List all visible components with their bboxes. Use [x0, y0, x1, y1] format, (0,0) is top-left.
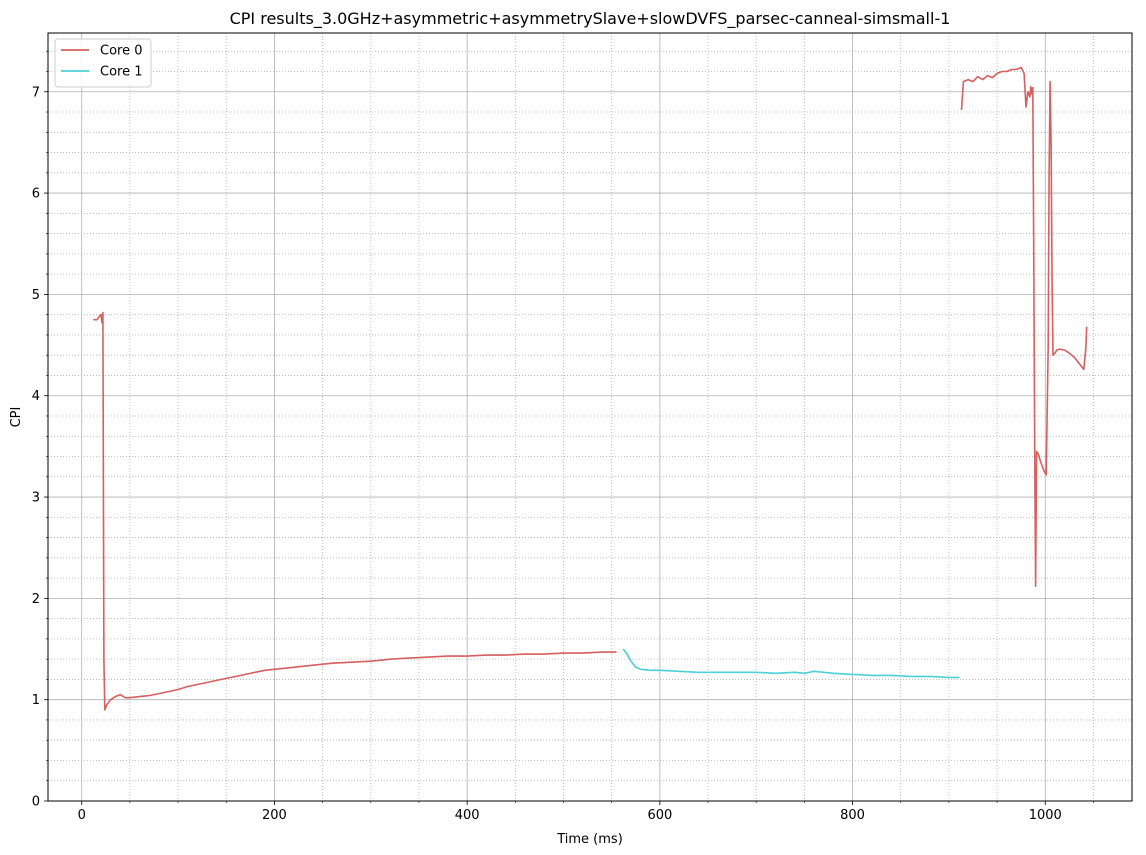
y-tick-label: 3 — [32, 491, 40, 506]
y-tick-label: 6 — [32, 187, 40, 202]
y-ticks: 0 1 2 3 4 5 6 7 — [32, 50, 48, 810]
x-tick-label: 1000 — [1029, 808, 1062, 823]
legend: Core 0 Core 1 — [54, 38, 152, 88]
legend-label: Core 0 — [100, 44, 143, 59]
y-axis-label: CPI — [9, 407, 24, 428]
chart-title: CPI results_3.0GHz+asymmetric+asymmetryS… — [230, 9, 951, 29]
y-tick-label: 5 — [32, 288, 40, 303]
x-tick-label: 200 — [262, 808, 287, 823]
minor-grid — [48, 33, 1132, 801]
major-grid — [48, 33, 1132, 802]
x-axis-label: Time (ms) — [556, 832, 623, 847]
plot-frame — [47, 32, 1133, 802]
y-tick-label: 1 — [32, 693, 40, 708]
x-tick-label: 600 — [647, 808, 672, 823]
x-tick-label: 800 — [840, 808, 865, 823]
series-lines — [93, 66, 1088, 711]
series-line-core-0 — [93, 311, 617, 711]
x-tick-label: 400 — [455, 808, 480, 823]
series-line-core-0 — [960, 66, 1088, 588]
series-line-core-1 — [622, 648, 960, 679]
legend-box — [54, 38, 152, 88]
x-ticks: 0 200 400 600 800 1000 — [78, 801, 1094, 823]
y-tick-label: 2 — [32, 592, 40, 607]
legend-label: Core 1 — [100, 65, 143, 80]
x-tick-label: 0 — [78, 808, 86, 823]
y-tick-label: 0 — [32, 795, 40, 810]
y-tick-label: 7 — [32, 85, 40, 100]
y-tick-label: 4 — [32, 389, 40, 404]
